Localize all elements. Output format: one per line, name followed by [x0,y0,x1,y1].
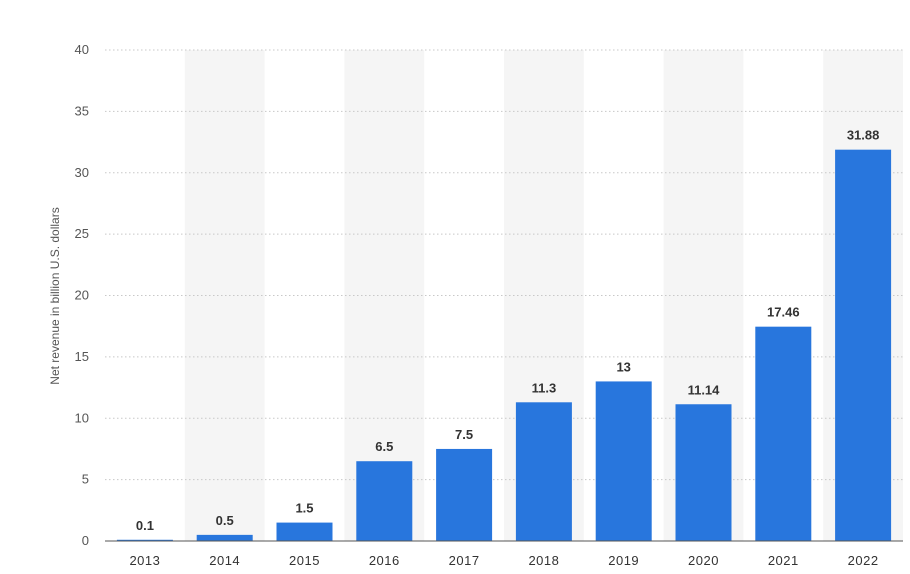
x-tick-label-2017: 2017 [449,553,480,568]
x-tick-label-2014: 2014 [209,553,240,568]
bar-2017 [436,448,493,541]
data-label-2013: 0.1 [136,518,154,533]
bar-2014 [196,534,253,541]
y-tick-label: 35 [75,103,89,118]
data-label-2020: 11.14 [688,382,721,397]
x-tick-label-2018: 2018 [528,553,559,568]
data-label-2015: 1.5 [295,501,313,516]
x-tick-label-2013: 2013 [129,553,160,568]
x-axis-ticks: 2013 2014 2015 2016 2017 2018 2019 2020 2021 2022 [129,553,878,568]
bar-2013 [116,539,173,541]
data-label-2017: 7.5 [455,427,473,442]
column-band [184,50,265,541]
data-label-2018: 11.3 [532,380,557,395]
bar-2016 [356,461,413,541]
y-tick-label: 30 [75,165,89,180]
x-tick-label-2016: 2016 [369,553,400,568]
y-tick-label: 10 [75,410,89,425]
data-label-2022: 31.88 [847,128,880,143]
data-label-2016: 6.5 [375,439,393,454]
x-tick-label-2021: 2021 [768,553,799,568]
bar-2015 [276,522,333,541]
y-axis-ticks: 0 5 10 15 20 25 30 35 40 [75,42,89,548]
data-label-2014: 0.5 [216,513,234,528]
y-tick-label: 20 [75,288,89,303]
bars [116,149,892,541]
y-tick-label: 25 [75,226,89,241]
data-label-2021: 17.46 [767,305,800,320]
x-tick-label-2022: 2022 [848,553,879,568]
x-tick-label-2020: 2020 [688,553,719,568]
y-tick-label: 5 [82,472,89,487]
bar-2018 [515,402,572,541]
data-label-2019: 13 [616,359,630,374]
y-tick-label: 40 [75,42,89,57]
bar-2021 [755,326,812,541]
x-tick-label-2019: 2019 [608,553,639,568]
bar-2022 [835,149,892,541]
x-tick-label-2015: 2015 [289,553,320,568]
data-labels: 0.1 0.5 1.5 6.5 7.5 11.3 13 11.14 17.46 31.88 [136,128,880,533]
bar-2019 [595,381,652,541]
bar-2020 [675,404,732,541]
y-tick-label: 15 [75,349,89,364]
y-axis-title: Net revenue in billion U.S. dollars [48,207,62,384]
y-tick-label: 0 [82,533,89,548]
